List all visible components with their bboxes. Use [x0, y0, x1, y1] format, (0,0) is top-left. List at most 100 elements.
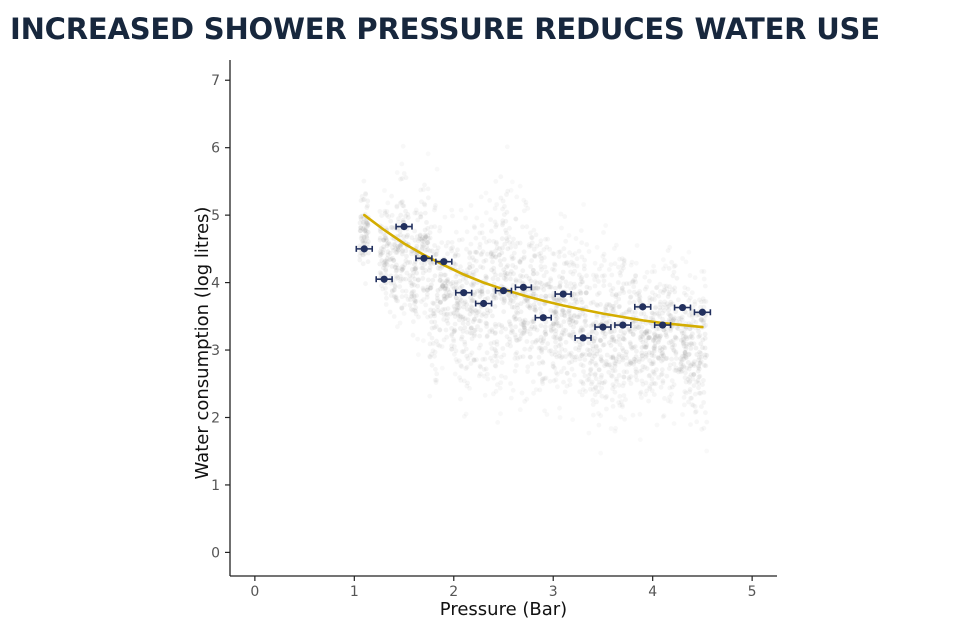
cloud-point: [513, 216, 519, 222]
cloud-point: [673, 335, 678, 340]
cloud-point: [417, 236, 422, 242]
cloud-point: [692, 301, 698, 307]
cloud-point: [432, 349, 438, 355]
cloud-point: [568, 281, 573, 286]
cloud-point: [451, 344, 457, 349]
cloud-point: [494, 339, 500, 345]
cloud-point: [521, 329, 527, 335]
cloud-point: [550, 361, 556, 367]
cloud-point: [418, 187, 424, 193]
cloud-point: [465, 321, 471, 327]
cloud-point: [558, 323, 564, 329]
cloud-point: [452, 327, 457, 333]
cloud-point: [628, 360, 634, 366]
cloud-point: [548, 276, 553, 282]
cloud-point: [434, 338, 439, 344]
cloud-point: [440, 279, 445, 285]
mean-point: [579, 334, 587, 342]
cloud-point: [479, 288, 485, 294]
cloud-point: [556, 295, 562, 301]
cloud-point: [594, 314, 600, 319]
cloud-point: [493, 348, 499, 354]
cloud-point: [430, 348, 436, 354]
cloud-point: [663, 330, 669, 335]
cloud-point: [645, 335, 651, 341]
cloud-point: [403, 258, 409, 264]
cloud-point: [682, 351, 688, 357]
cloud-point: [609, 337, 615, 343]
cloud-point: [692, 275, 698, 280]
cloud-point: [683, 390, 689, 396]
cloud-point: [651, 348, 657, 354]
cloud-point: [488, 251, 494, 257]
mean-point-group: [474, 299, 493, 308]
cloud-point: [524, 396, 530, 402]
cloud-point: [556, 323, 562, 329]
cloud-point: [422, 232, 428, 238]
cloud-point: [505, 292, 510, 297]
cloud-point: [397, 284, 403, 290]
cloud-point: [572, 251, 578, 257]
cloud-point: [419, 245, 425, 250]
cloud-point: [377, 249, 383, 255]
cloud-point: [404, 270, 410, 276]
cloud-point: [701, 425, 707, 431]
cloud-point: [579, 279, 585, 285]
cloud-point: [682, 285, 688, 290]
cloud-point: [454, 307, 460, 313]
mean-point: [499, 287, 508, 295]
cloud-point: [627, 362, 632, 367]
cloud-point: [592, 353, 597, 359]
cloud-point: [469, 325, 474, 331]
cloud-point: [478, 371, 483, 377]
cloud-point: [521, 330, 527, 336]
cloud-point: [694, 352, 700, 357]
cloud-point: [458, 326, 463, 331]
cloud-point: [383, 267, 388, 272]
cloud-point: [427, 331, 432, 337]
cloud-point: [394, 203, 400, 209]
mean-point-group: [574, 334, 592, 342]
cloud-point: [594, 331, 599, 336]
cloud-point: [570, 417, 576, 423]
cloud-point: [600, 254, 606, 259]
cloud-point: [514, 338, 520, 343]
cloud-point: [578, 330, 583, 335]
cloud-point: [687, 326, 693, 332]
cloud-point: [593, 362, 599, 368]
cloud-point: [559, 312, 565, 318]
cloud-point: [592, 335, 598, 341]
cloud-point: [603, 223, 609, 228]
cloud-point: [403, 248, 409, 254]
cloud-point: [492, 219, 498, 225]
cloud-point: [597, 389, 602, 395]
cloud-point: [569, 366, 575, 372]
cloud-point: [557, 415, 563, 420]
cloud-point: [468, 361, 474, 366]
cloud-point: [534, 271, 540, 276]
cloud-point: [694, 313, 699, 318]
cloud-point: [509, 256, 515, 262]
cloud-point: [602, 334, 607, 340]
cloud-point: [454, 359, 460, 365]
cloud-point: [571, 281, 577, 287]
cloud-point: [603, 359, 609, 364]
y-tick-label: 4: [211, 276, 220, 292]
cloud-point: [511, 305, 517, 310]
cloud-point: [515, 310, 520, 316]
cloud-point: [702, 345, 708, 351]
cloud-point: [623, 309, 629, 315]
cloud-point: [664, 301, 670, 307]
cloud-point: [589, 379, 595, 385]
cloud-point: [418, 211, 424, 217]
cloud-point: [550, 251, 556, 256]
cloud-point: [619, 399, 624, 404]
cloud-point: [633, 354, 639, 359]
cloud-point: [532, 279, 538, 285]
cloud-point: [571, 263, 577, 268]
cloud-point: [468, 326, 474, 332]
cloud-point: [411, 282, 417, 288]
cloud-point: [357, 220, 363, 226]
cloud-point: [528, 278, 534, 284]
cloud-point: [498, 329, 504, 335]
